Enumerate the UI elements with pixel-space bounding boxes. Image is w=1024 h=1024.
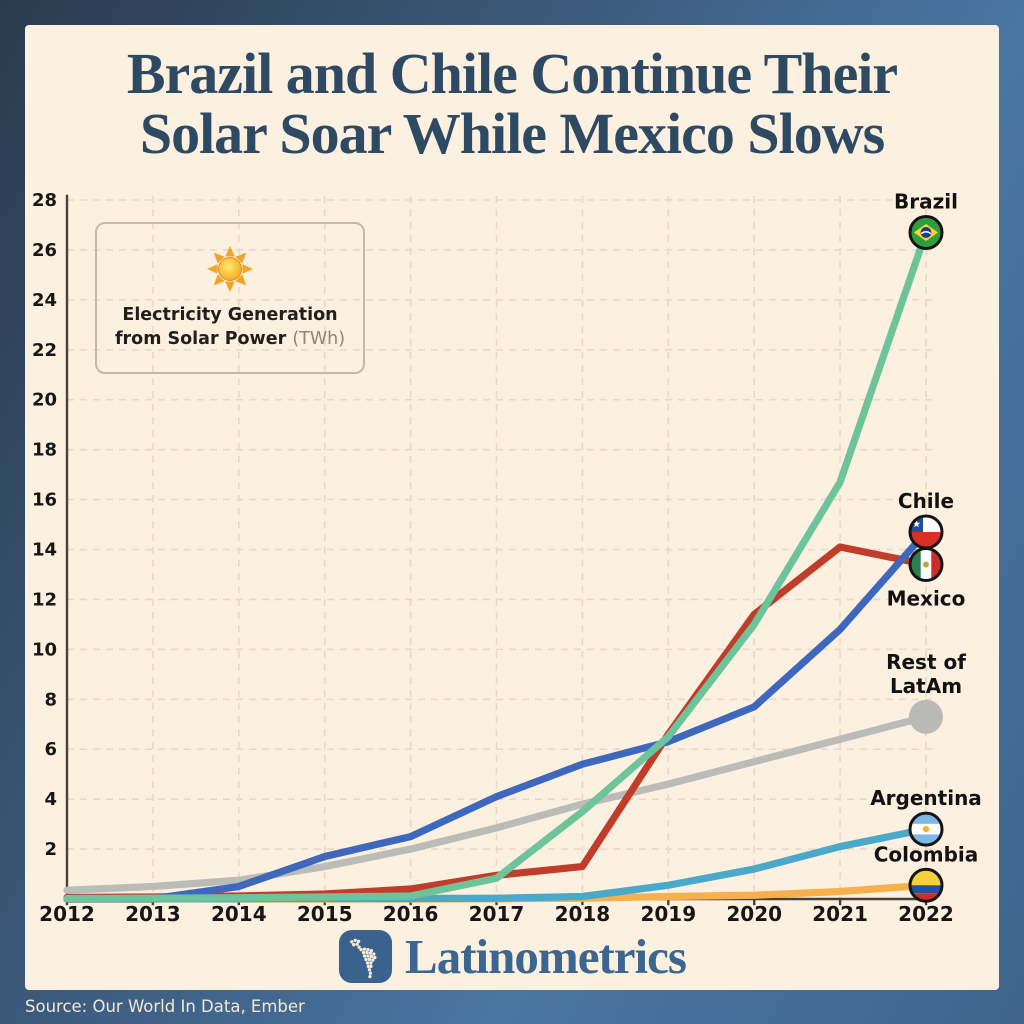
colombia-flag-icon <box>908 867 944 903</box>
title-line-2: Solar Soar While Mexico Slows <box>139 101 885 167</box>
y-tick-label: 22 <box>32 340 57 361</box>
legend-caption-line-1: Electricity Generation <box>122 305 338 326</box>
y-tick-label: 10 <box>32 639 57 660</box>
series-line-brazil <box>63 228 930 903</box>
series-line-chile <box>63 528 930 903</box>
legend-box: Electricity Generation from Solar Power … <box>95 222 365 374</box>
y-tick-label: 6 <box>44 739 57 760</box>
x-tick-label: 2022 <box>898 902 954 926</box>
y-tick-label: 20 <box>32 390 57 411</box>
brand-name: Latinometrics <box>405 929 687 984</box>
latinometrics-map-logo <box>339 929 393 984</box>
y-tick-label: 18 <box>32 440 57 461</box>
y-tick-label: 26 <box>32 240 57 261</box>
series-line-dot <box>63 713 930 894</box>
brazil-flag-icon <box>908 214 944 250</box>
chile-flag-icon <box>908 514 944 550</box>
x-tick-label: 2013 <box>125 902 181 926</box>
y-tick-label: 12 <box>32 589 57 610</box>
y-tick-label: 8 <box>44 689 57 710</box>
series-label-mexico: Mexico <box>887 586 966 610</box>
sun-icon <box>206 246 254 293</box>
source-credit: Source: Our World In Data, Ember <box>25 997 305 1016</box>
title-line-1: Brazil and Chile Continue Their <box>126 41 898 106</box>
series-label-dot: LatAm <box>890 674 962 698</box>
x-tick-label: 2017 <box>469 902 525 926</box>
x-tick-label: 2020 <box>726 902 782 926</box>
x-tick-label: 2015 <box>297 902 353 926</box>
series-label-argentina: Argentina <box>870 786 982 810</box>
y-tick-label: 14 <box>32 540 57 561</box>
y-tick-label: 4 <box>44 789 57 810</box>
mexico-flag-icon <box>908 546 944 582</box>
x-tick-label: 2018 <box>555 902 611 926</box>
x-tick-label: 2021 <box>812 902 868 926</box>
legend-caption-line-2: from Solar Power (TWh) <box>114 329 346 349</box>
footer-brand: Latinometrics <box>0 928 1024 985</box>
y-tick-label: 2 <box>44 839 57 860</box>
x-tick-label: 2019 <box>640 902 696 926</box>
argentina-flag-icon <box>908 811 944 847</box>
x-tick-label: 2014 <box>211 902 267 926</box>
gray-dot-icon <box>909 699 943 734</box>
y-tick-label: 16 <box>32 490 57 511</box>
y-tick-label: 28 <box>32 190 57 211</box>
series-label-brazil: Brazil <box>894 189 958 213</box>
x-tick-label: 2016 <box>383 902 439 926</box>
page-title: Brazil and Chile Continue Their Solar So… <box>0 41 1024 167</box>
legend-caption: Electricity Generation from Solar Power … <box>115 304 345 351</box>
legend-unit: (TWh) <box>292 329 346 349</box>
series-label-chile: Chile <box>898 489 954 513</box>
x-tick-label: 2012 <box>39 902 95 926</box>
chart-panel <box>25 25 999 990</box>
series-label-dot: Rest of <box>886 650 966 674</box>
y-tick-label: 24 <box>32 290 57 311</box>
